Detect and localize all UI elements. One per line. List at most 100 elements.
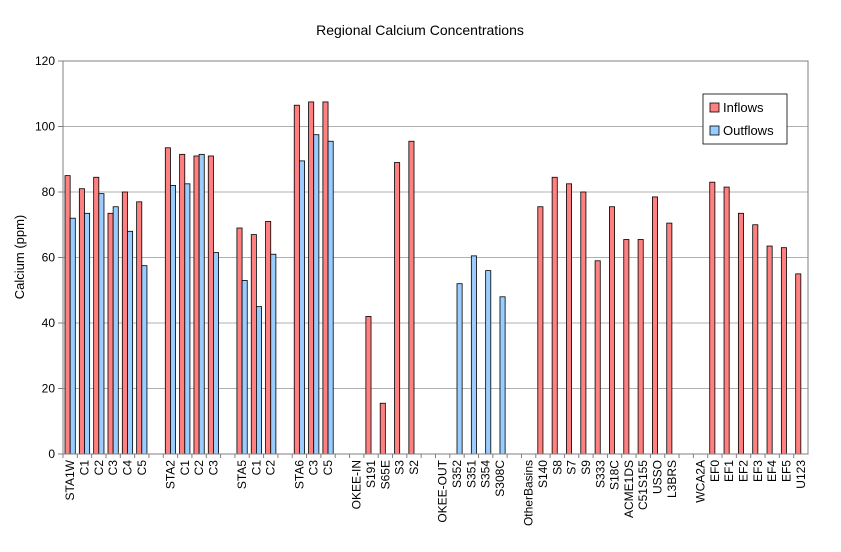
bar-inflows-36 [580,191,587,455]
y-tick-label: 0 [48,447,55,461]
x-tick-label: U123 [794,460,808,489]
bar-inflows-1 [78,188,85,455]
bars [64,101,802,455]
bar-inflows-39 [623,239,630,455]
bar-inflows-38 [609,206,615,455]
bar-outflows-4 [127,230,134,455]
x-tick-label: C2 [92,460,106,476]
bar-inflows-2 [93,176,100,455]
bar-outflows-10 [213,252,219,455]
x-tick-label: S191 [364,460,378,488]
x-tick-label: S8 [550,460,564,475]
x-tick-label: C2 [264,460,278,476]
x-tick-label: S354 [479,460,493,488]
x-tick-label: STA5 [235,460,249,489]
x-tick-label: C3 [106,460,120,476]
x-tick-label: C2 [192,460,206,476]
bar-outflows-30 [499,296,506,455]
bar-inflows-12 [236,227,243,455]
x-tick-label: EF0 [708,460,722,482]
x-tick-label: C3 [206,460,220,476]
legend-swatch-inflows [709,102,720,113]
x-tick-label: ACME1DS [622,460,636,518]
x-tick-label: S2 [407,460,421,475]
bar-outflows-14 [270,253,277,455]
bar-outflows-1 [84,212,91,455]
x-tick-label: S140 [536,460,550,488]
bar-inflows-50 [780,247,787,455]
x-tick-label: EF3 [751,460,765,482]
bar-outflows-27 [456,283,463,455]
x-tick-label: OKEE-OUT [436,459,450,522]
x-tick-label: WCA2A [694,460,708,503]
x-tick-label: EF5 [780,460,794,482]
chart-title: Regional Calcium Concentrations [316,22,524,38]
x-tick-label: OKEE-IN [350,460,364,509]
x-tick-label: L3BRS [665,460,679,498]
bar-inflows-41 [652,196,658,455]
x-tick-label: S308C [493,460,507,497]
bar-outflows-16 [298,160,305,455]
x-tick-label: S65E [378,460,392,489]
x-tick-label: S7 [565,460,579,475]
bar-outflows-28 [470,255,477,455]
bar-inflows-8 [179,153,186,455]
x-tick-label: EF2 [737,460,751,482]
legend-swatch-outflows [709,125,720,136]
bar-inflows-33 [537,206,544,455]
x-tick-label: S352 [450,460,464,488]
bar-outflows-2 [98,193,105,455]
x-tick-label: EF1 [722,460,736,482]
x-tick-label: USSO [651,460,665,494]
x-tick-label: S351 [464,460,478,488]
y-tick-label: 80 [42,185,56,199]
bar-inflows-4 [121,191,128,455]
bar-outflows-13 [256,306,262,455]
bar-inflows-17 [308,101,315,455]
bar-inflows-45 [709,181,716,455]
bar-outflows-3 [112,206,119,455]
x-tick-label: C3 [307,460,321,476]
x-tick-labels: STA1W C1 C2 C3 C4 C5 STA2 C1 C2 C3 STA5 C1 C2 STA6 C3 C… [62,454,808,526]
bar-inflows-7 [164,147,171,455]
bar-inflows-51 [795,273,802,455]
bar-inflows-40 [637,239,644,455]
bar-outflows-7 [170,185,177,455]
bar-inflows-0 [64,175,71,455]
bar-inflows-48 [752,224,759,455]
y-tick-label: 40 [42,316,56,330]
bar-outflows-0 [69,217,76,455]
bar-outflows-9 [198,153,205,455]
bar-inflows-23 [394,162,401,455]
bar-inflows-16 [293,104,300,455]
x-tick-label: STA2 [163,460,177,489]
x-tick-label: STA1W [63,459,77,500]
bar-outflows-29 [485,270,492,455]
x-tick-label: S18C [608,460,622,490]
x-tick-label: S9 [579,460,593,475]
bar-inflows-34 [551,176,558,455]
x-tick-label: C1 [77,460,91,476]
x-tick-label: C5 [135,460,149,476]
y-tick-label: 20 [42,382,56,396]
bar-inflows-37 [594,260,601,455]
x-tick-label: C1 [249,460,263,476]
bar-inflows-22 [379,402,386,455]
bar-inflows-46 [723,186,730,455]
bar-inflows-18 [322,101,329,455]
bar-inflows-21 [365,316,372,455]
bar-outflows-8 [184,183,191,455]
y-tick-label: 120 [35,54,55,68]
y-tick-label: 100 [35,120,55,134]
bar-inflows-5 [136,201,143,455]
bar-inflows-13 [250,234,257,455]
x-tick-label: C5 [321,460,335,476]
x-tick-label: S3 [393,460,407,475]
legend: Inflows Outflows [702,93,788,145]
x-tick-label: S333 [593,460,607,488]
bar-inflows-49 [766,245,773,455]
bar-inflows-47 [737,212,744,455]
bar-outflows-12 [241,280,248,455]
x-tick-label: OtherBasins [522,460,536,526]
